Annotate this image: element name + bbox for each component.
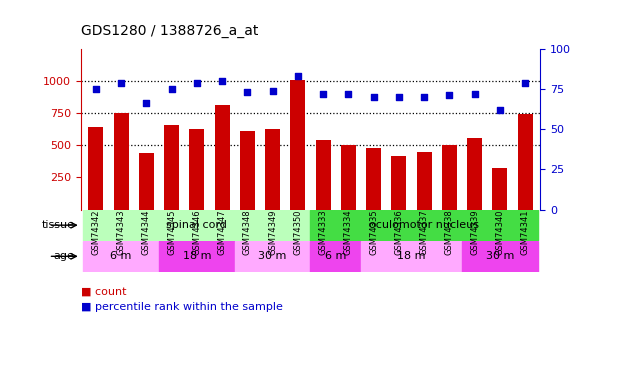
Point: [369, 94, 379, 100]
Text: GSM74334: GSM74334: [344, 210, 353, 255]
Point: [192, 80, 202, 86]
Text: 6 m: 6 m: [325, 251, 347, 261]
Bar: [189, 129, 204, 210]
Bar: [83, 210, 310, 241]
Bar: [159, 241, 235, 272]
Bar: [235, 241, 310, 272]
Bar: [341, 145, 356, 210]
Text: 30 m: 30 m: [258, 251, 287, 261]
Bar: [265, 129, 280, 210]
Text: GSM74347: GSM74347: [217, 210, 227, 255]
Point: [495, 107, 505, 113]
Text: 18 m: 18 m: [397, 251, 426, 261]
Bar: [88, 127, 104, 210]
Text: GSM74333: GSM74333: [319, 210, 328, 255]
Text: oculomotor nucleus: oculomotor nucleus: [369, 220, 479, 230]
Text: GSM74343: GSM74343: [117, 210, 125, 255]
Point: [293, 73, 303, 79]
Bar: [310, 241, 361, 272]
Bar: [114, 113, 129, 210]
Bar: [366, 148, 381, 210]
Bar: [462, 241, 538, 272]
Point: [217, 78, 227, 84]
Point: [469, 91, 479, 97]
Bar: [240, 131, 255, 210]
Text: GSM74339: GSM74339: [470, 210, 479, 255]
Text: ■ percentile rank within the sample: ■ percentile rank within the sample: [81, 302, 283, 312]
Text: GSM74342: GSM74342: [91, 210, 101, 255]
Text: age: age: [53, 251, 75, 261]
Text: GDS1280 / 1388726_a_at: GDS1280 / 1388726_a_at: [81, 24, 258, 38]
Bar: [290, 80, 306, 210]
Text: tissue: tissue: [42, 220, 75, 230]
Bar: [442, 145, 457, 210]
Bar: [164, 124, 179, 210]
Point: [268, 88, 278, 94]
Text: GSM74338: GSM74338: [445, 210, 454, 255]
Text: GSM74346: GSM74346: [193, 210, 201, 255]
Point: [116, 80, 126, 86]
Bar: [315, 140, 331, 210]
Text: GSM74344: GSM74344: [142, 210, 151, 255]
Point: [91, 86, 101, 92]
Text: ■ count: ■ count: [81, 287, 126, 297]
Text: GSM74345: GSM74345: [167, 210, 176, 255]
Point: [142, 100, 152, 106]
Text: GSM74337: GSM74337: [420, 210, 428, 255]
Point: [394, 94, 404, 100]
Text: 6 m: 6 m: [111, 251, 132, 261]
Point: [242, 89, 252, 95]
Bar: [492, 168, 507, 210]
Bar: [467, 138, 482, 210]
Point: [445, 92, 455, 98]
Bar: [517, 114, 533, 210]
Bar: [310, 210, 538, 241]
Bar: [391, 156, 407, 210]
Bar: [361, 241, 462, 272]
Bar: [417, 152, 432, 210]
Point: [343, 91, 353, 97]
Point: [166, 86, 176, 92]
Text: GSM74350: GSM74350: [293, 210, 302, 255]
Bar: [139, 153, 154, 210]
Text: GSM74340: GSM74340: [496, 210, 504, 255]
Point: [318, 91, 328, 97]
Text: GSM74335: GSM74335: [369, 210, 378, 255]
Text: 18 m: 18 m: [183, 251, 211, 261]
Text: GSM74341: GSM74341: [520, 210, 530, 255]
Text: GSM74348: GSM74348: [243, 210, 252, 255]
Text: GSM74336: GSM74336: [394, 210, 404, 255]
Point: [419, 94, 429, 100]
Bar: [83, 241, 159, 272]
Point: [520, 80, 530, 86]
Text: GSM74349: GSM74349: [268, 210, 277, 255]
Text: 30 m: 30 m: [486, 251, 514, 261]
Bar: [214, 105, 230, 210]
Text: spinal cord: spinal cord: [166, 220, 227, 230]
